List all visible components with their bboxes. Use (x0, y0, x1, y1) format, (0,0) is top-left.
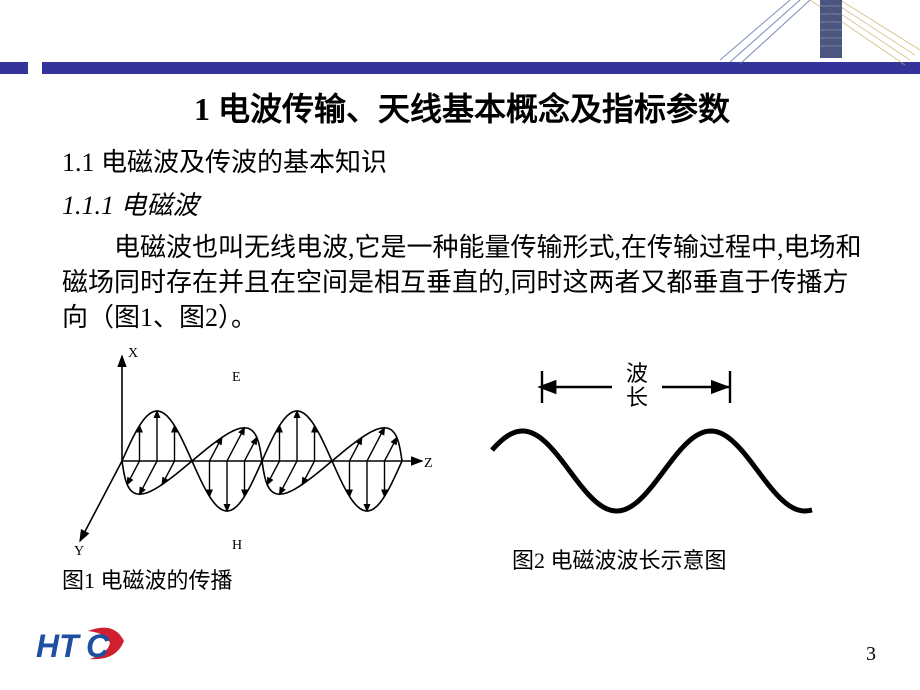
fig1-svg: X Z Y E H (62, 341, 452, 561)
header-bar (0, 62, 920, 74)
figure-row: X Z Y E H 图1 电磁波的传播 (62, 341, 862, 595)
section-heading: 1.1 电磁波及传波的基本知识 (62, 142, 862, 179)
fig1-label-y: Y (74, 544, 84, 559)
logo: HT C (36, 623, 146, 672)
figure-2: 波 长 图2 电磁波波长示意图 (472, 341, 862, 595)
figure-1: X Z Y E H 图1 电磁波的传播 (62, 341, 452, 595)
fig1-label-h: H (232, 538, 242, 553)
fig1-caption: 图1 电磁波的传播 (62, 563, 452, 595)
fig1-label-x: X (128, 346, 138, 361)
header-bar-gap (28, 62, 42, 74)
svg-text:C: C (86, 628, 110, 664)
svg-text:HT: HT (36, 628, 81, 664)
paragraph: 电磁波也叫无线电波,它是一种能量传输形式,在传输过程中,电场和磁场同时存在并且在… (62, 230, 862, 335)
fig1-label-z: Z (424, 456, 433, 471)
fig2-label-char2: 长 (626, 385, 648, 410)
page-number: 3 (866, 643, 876, 666)
subsection-heading: 1.1.1 电磁波 (62, 185, 862, 222)
fig2-label-char1: 波 (626, 361, 648, 386)
fig2-svg: 波 长 (472, 341, 852, 541)
fig1-label-e: E (232, 370, 241, 385)
slide-content: 1 电波传输、天线基本概念及指标参数 1.1 电磁波及传波的基本知识 1.1.1… (62, 84, 862, 595)
slide-title: 1 电波传输、天线基本概念及指标参数 (62, 84, 862, 130)
fig2-caption: 图2 电磁波波长示意图 (512, 543, 862, 575)
